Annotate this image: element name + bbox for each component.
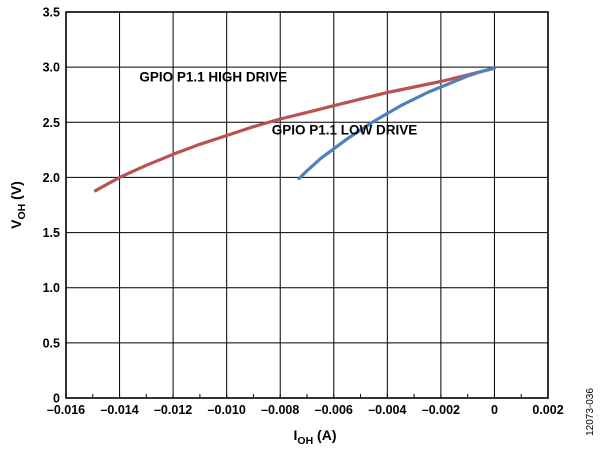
x-tick-label: 0.002 <box>532 403 563 417</box>
x-axis-title-main: I <box>294 427 298 443</box>
x-axis-title: IOH (A) <box>294 427 337 447</box>
y-tick-label: 3.5 <box>43 6 60 20</box>
y-tick-label: 2.0 <box>43 171 60 185</box>
y-tick-labels: 0 0.5 1.0 1.5 2.0 2.5 3.0 3.5 <box>43 6 60 406</box>
y-axis-title-unit: (V) <box>8 181 24 204</box>
x-tick-label: –0.008 <box>261 403 299 417</box>
x-tick-label: –0.004 <box>368 403 406 417</box>
high-drive-series-line <box>93 66 496 193</box>
high-drive-annotation: GPIO P1.1 HIGH DRIVE <box>139 69 287 84</box>
series-annotations: GPIO P1.1 HIGH DRIVE GPIO P1.1 LOW DRIVE <box>139 69 417 137</box>
x-tick-label: –0.010 <box>208 403 246 417</box>
x-tick-label: –0.006 <box>315 403 353 417</box>
x-minor-ticks <box>92 394 522 398</box>
y-axis-title-subscript: OH <box>16 204 28 220</box>
y-tick-label: 0.5 <box>43 336 60 350</box>
x-tick-labels: –0.016 –0.014 –0.012 –0.010 –0.008 –0.006 –0.0… <box>47 403 564 417</box>
y-tick-label: 0 <box>53 392 60 406</box>
x-tick-label: –0.002 <box>422 403 460 417</box>
x-tick-label: –0.016 <box>47 403 85 417</box>
x-tick-label: 0 <box>491 403 498 417</box>
figure-id: 12073-036 <box>585 388 596 436</box>
y-tick-label: 1.5 <box>43 226 60 240</box>
y-tick-label: 1.0 <box>43 281 60 295</box>
x-tick-label: –0.014 <box>100 403 138 417</box>
x-axis-title-subscript: OH <box>297 435 313 447</box>
series-lines <box>93 66 496 193</box>
low-drive-series-line <box>297 66 496 181</box>
x-tick-label: –0.012 <box>154 403 192 417</box>
grid <box>66 12 548 398</box>
y-axis-title-main: V <box>8 219 24 229</box>
low-drive-annotation: GPIO P1.1 LOW DRIVE <box>272 122 418 137</box>
y-axis-title: VOH (V) <box>8 181 28 229</box>
plot-frame <box>65 11 549 399</box>
y-tick-label: 2.5 <box>43 116 60 130</box>
y-tick-label: 3.0 <box>43 61 60 75</box>
x-axis-title-unit: (A) <box>313 427 336 443</box>
